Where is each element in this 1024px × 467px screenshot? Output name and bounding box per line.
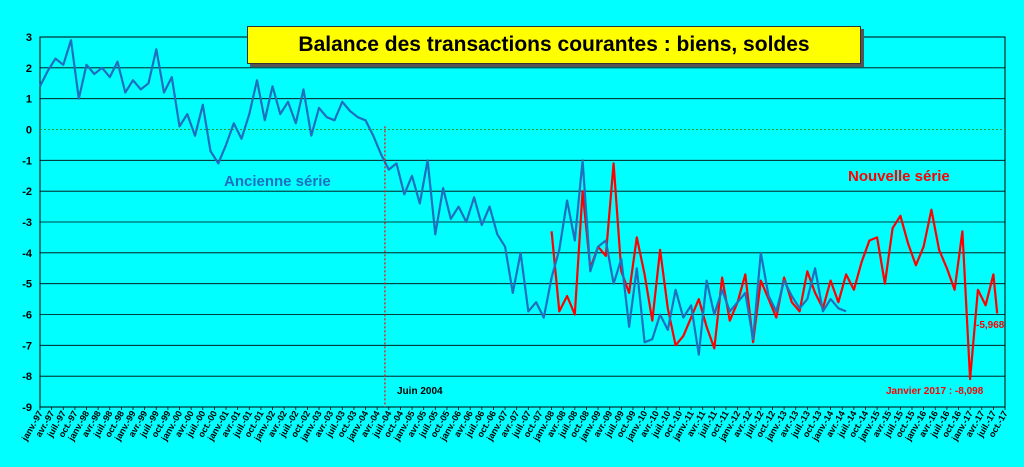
y-tick-label: -1 xyxy=(22,155,32,167)
series-line xyxy=(550,162,999,381)
y-tick-label: -5 xyxy=(22,279,32,291)
label-last-value: -5,968 xyxy=(976,320,1005,331)
y-tick-label: 0 xyxy=(26,125,32,137)
series-group xyxy=(39,38,999,381)
label-juin-2004: Juin 2004 xyxy=(397,386,443,397)
y-tick-label: 1 xyxy=(26,94,32,106)
y-tick-label: 3 xyxy=(26,32,32,44)
y-tick-label: 2 xyxy=(26,63,32,75)
y-tick-label: -6 xyxy=(22,310,32,322)
x-axis: janv.-97avr.-97juil.-97oct.-97janv.-98av… xyxy=(19,407,1010,443)
annotations: Ancienne série Nouvelle série Juin 2004 Jan… xyxy=(224,126,1005,407)
y-tick-label: -2 xyxy=(22,186,32,198)
series-line xyxy=(39,38,847,356)
y-tick-label: -9 xyxy=(22,402,32,414)
y-axis: 3 2 1 0 -1 -2 -3 -4 -5 -6 -7 -8 -9 xyxy=(22,32,33,414)
y-tick-label: -7 xyxy=(22,340,32,352)
grid xyxy=(39,36,1006,408)
label-janvier-2017: Janvier 2017 : -8,098 xyxy=(886,386,984,397)
label-ancienne-serie: Ancienne série xyxy=(224,173,331,190)
y-tick-label: -4 xyxy=(22,248,33,260)
y-tick-label: -3 xyxy=(22,217,32,229)
label-nouvelle-serie: Nouvelle série xyxy=(848,168,950,185)
chart-title: Balance des transactions courantes : bie… xyxy=(247,26,861,64)
y-tick-label: -8 xyxy=(22,371,32,383)
